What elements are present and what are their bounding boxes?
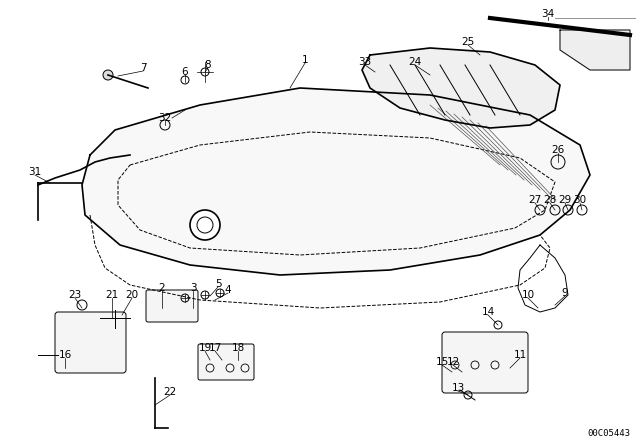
FancyBboxPatch shape [198, 344, 254, 380]
Text: 15: 15 [435, 357, 449, 367]
Text: 14: 14 [481, 307, 495, 317]
FancyBboxPatch shape [146, 290, 198, 322]
Polygon shape [362, 48, 560, 128]
Text: 23: 23 [68, 290, 82, 300]
Text: 12: 12 [446, 357, 460, 367]
Text: 00C05443: 00C05443 [587, 429, 630, 438]
Text: 28: 28 [543, 195, 557, 205]
Text: 1: 1 [301, 55, 308, 65]
Text: 8: 8 [205, 60, 211, 70]
Text: 5: 5 [214, 279, 221, 289]
Text: 32: 32 [158, 113, 172, 123]
Text: 2: 2 [159, 283, 165, 293]
Text: 26: 26 [552, 145, 564, 155]
Text: 31: 31 [28, 167, 42, 177]
Text: 21: 21 [106, 290, 118, 300]
Polygon shape [82, 88, 590, 275]
FancyBboxPatch shape [55, 312, 126, 373]
FancyBboxPatch shape [442, 332, 528, 393]
Text: 18: 18 [232, 343, 244, 353]
Text: 19: 19 [198, 343, 212, 353]
Text: 4: 4 [225, 285, 231, 295]
Text: 16: 16 [58, 350, 72, 360]
Text: 27: 27 [529, 195, 541, 205]
Text: 6: 6 [182, 67, 188, 77]
Text: 10: 10 [522, 290, 534, 300]
Text: 9: 9 [562, 288, 568, 298]
Text: 33: 33 [358, 57, 372, 67]
Circle shape [103, 70, 113, 80]
Text: 17: 17 [209, 343, 221, 353]
Text: 7: 7 [140, 63, 147, 73]
Text: 22: 22 [163, 387, 177, 397]
Text: 30: 30 [573, 195, 587, 205]
Text: 29: 29 [558, 195, 572, 205]
Polygon shape [560, 30, 630, 70]
Text: 25: 25 [461, 37, 475, 47]
Text: 34: 34 [541, 9, 555, 19]
Text: 20: 20 [125, 290, 139, 300]
Text: 3: 3 [189, 283, 196, 293]
Text: 11: 11 [513, 350, 527, 360]
Circle shape [190, 210, 220, 240]
Text: 13: 13 [451, 383, 465, 393]
Text: 24: 24 [408, 57, 422, 67]
